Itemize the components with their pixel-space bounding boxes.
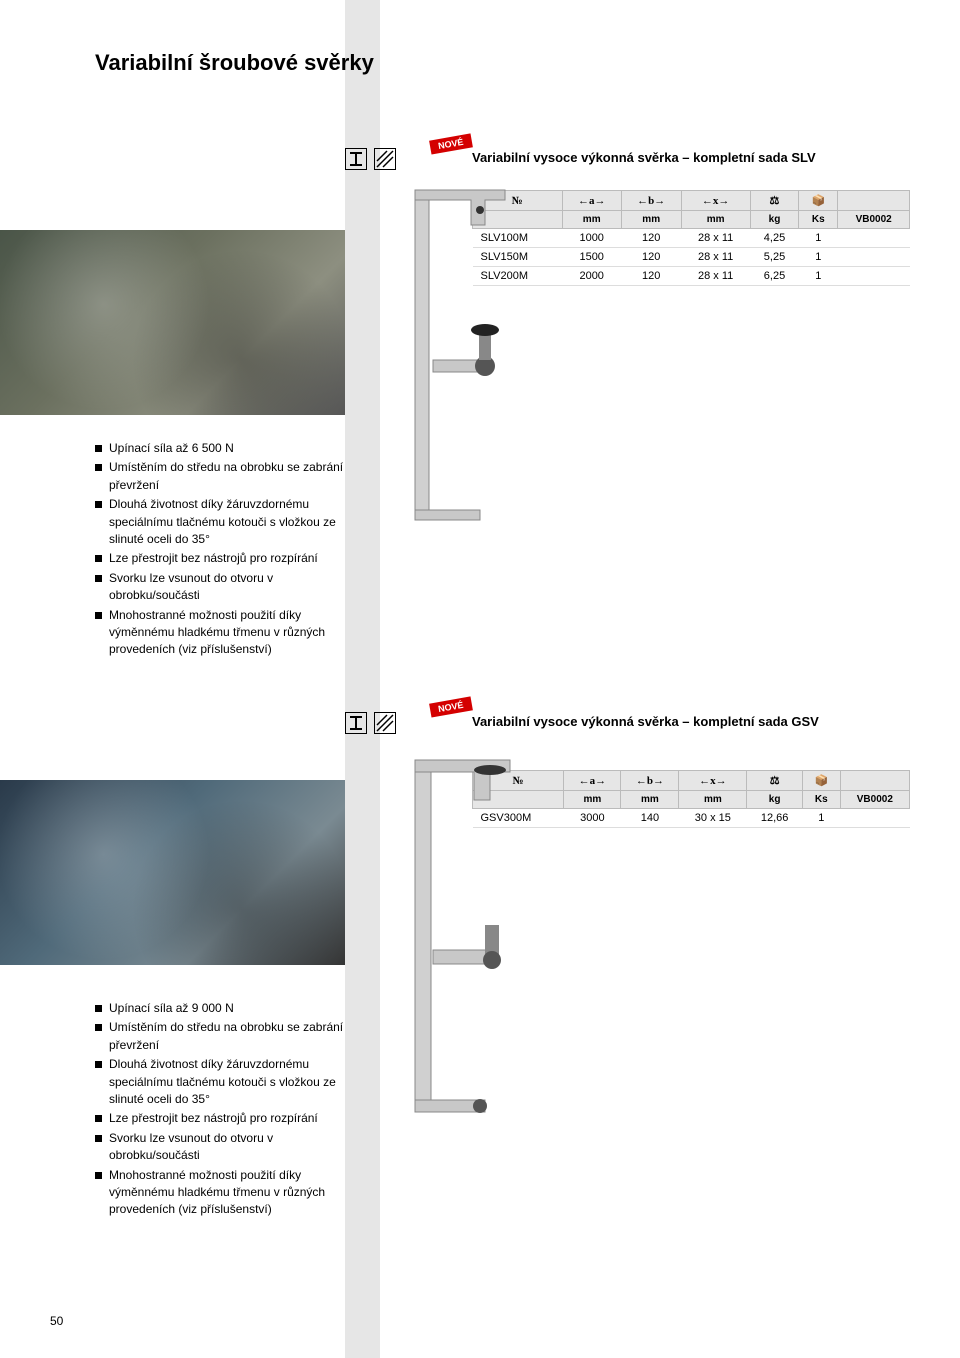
col-x: ←x→ bbox=[681, 191, 750, 211]
col-weight: ⚖ bbox=[747, 771, 803, 791]
nove-badge-gsv: NOVÉ bbox=[429, 697, 472, 718]
slv-features-list: Upínací síla až 6 500 N Umístěním do stře… bbox=[95, 440, 355, 661]
slv-photo bbox=[0, 230, 345, 415]
feature-item: Upínací síla až 6 500 N bbox=[95, 440, 355, 457]
feature-item: Umístěním do středu na obrobku se zabrán… bbox=[95, 1019, 355, 1054]
gsv-section-title: Variabilní vysoce výkonná svěrka – kompl… bbox=[472, 714, 819, 729]
feature-item: Svorku lze vsunout do otvoru v obrobku/s… bbox=[95, 1130, 355, 1165]
page-number: 50 bbox=[50, 1314, 63, 1328]
slv-icons bbox=[345, 148, 400, 170]
feature-item: Lze přestrojit bez nástrojů pro rozpírán… bbox=[95, 1110, 355, 1127]
col-pack: 📦 bbox=[799, 191, 838, 211]
col-x: ←x→ bbox=[679, 771, 747, 791]
feature-item: Dlouhá životnost díky žáruvzdornému spec… bbox=[95, 1056, 355, 1108]
feature-item: Mnohostranné možnosti použití díky výměn… bbox=[95, 607, 355, 659]
col-pack: 📦 bbox=[803, 771, 841, 791]
col-a: ←a→ bbox=[562, 191, 621, 211]
slv-clamp-figure bbox=[385, 180, 545, 540]
gsv-photo bbox=[0, 780, 345, 965]
hatch-icon bbox=[374, 712, 396, 734]
feature-item: Mnohostranné možnosti použití díky výměn… bbox=[95, 1167, 355, 1219]
feature-item: Upínací síla až 9 000 N bbox=[95, 1000, 355, 1017]
feature-item: Lze přestrojit bez nástrojů pro rozpírán… bbox=[95, 550, 355, 567]
hatch-icon bbox=[374, 148, 396, 170]
feature-item: Dlouhá životnost díky žáruvzdornému spec… bbox=[95, 496, 355, 548]
slv-section-title: Variabilní vysoce výkonná svěrka – kompl… bbox=[472, 150, 816, 165]
ibeam-icon bbox=[345, 712, 367, 734]
gsv-clamp-figure bbox=[385, 750, 545, 1130]
feature-item: Svorku lze vsunout do otvoru v obrobku/s… bbox=[95, 570, 355, 605]
col-b: ←b→ bbox=[621, 191, 681, 211]
ibeam-icon bbox=[345, 148, 367, 170]
gsv-features-list: Upínací síla až 9 000 N Umístěním do stře… bbox=[95, 1000, 355, 1221]
feature-item: Umístěním do středu na obrobku se zabrán… bbox=[95, 459, 355, 494]
col-b: ←b→ bbox=[621, 771, 679, 791]
gsv-icons bbox=[345, 712, 400, 734]
col-weight: ⚖ bbox=[750, 191, 799, 211]
col-a: ←a→ bbox=[564, 771, 621, 791]
page-title: Variabilní šroubové svěrky bbox=[95, 50, 374, 76]
nove-badge-slv: NOVÉ bbox=[429, 134, 472, 155]
col-empty bbox=[840, 771, 909, 791]
col-empty bbox=[838, 191, 910, 211]
